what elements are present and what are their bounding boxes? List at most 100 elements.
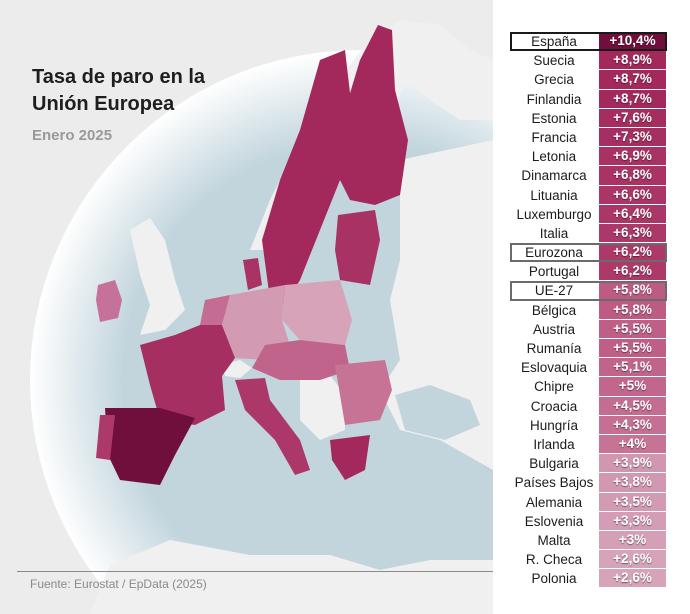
rate-value: +8,9% bbox=[599, 51, 666, 71]
table-row: Bulgaria +3,9% bbox=[510, 454, 666, 474]
germany bbox=[222, 285, 290, 360]
ireland bbox=[96, 280, 122, 322]
rate-value: +10,4% bbox=[599, 32, 666, 52]
rate-value: +5,8% bbox=[599, 281, 666, 301]
rate-value: +5,1% bbox=[599, 358, 666, 378]
table-row: Chipre +5% bbox=[510, 377, 666, 397]
country-name: Eslovaquia bbox=[520, 360, 588, 376]
rate-value: +6,2% bbox=[599, 262, 666, 282]
table-row: Irlanda +4% bbox=[510, 434, 666, 455]
table-row: UE-27 +5,8% bbox=[510, 281, 667, 301]
source-note: Fuente: Eurostat / EpData (2025) bbox=[30, 577, 207, 591]
country-name: Malta bbox=[537, 532, 571, 548]
country-name: UE-27 bbox=[534, 283, 574, 299]
country-name: Letonia bbox=[531, 149, 577, 165]
table-row: Hungría +4,3% bbox=[510, 415, 666, 435]
rate-value: +8,7% bbox=[599, 89, 666, 109]
country-name: Rumanía bbox=[526, 341, 582, 356]
country-name: Estonia bbox=[531, 110, 577, 126]
sweden bbox=[262, 50, 352, 305]
table-row: Italia +6,3% bbox=[510, 223, 666, 244]
country-name: Bulgaria bbox=[529, 456, 579, 472]
rate-value: +3% bbox=[599, 530, 666, 551]
rate-value: +6,8% bbox=[599, 166, 666, 186]
table-row: Austria +5,5% bbox=[510, 319, 666, 339]
table-row: Estonia +7,6% bbox=[510, 108, 666, 128]
rate-value: +4,5% bbox=[599, 396, 666, 416]
title-block: Tasa de paro en la Unión Europea Enero 2… bbox=[32, 64, 232, 144]
europe-map-graphic bbox=[30, 25, 493, 614]
portugal bbox=[96, 415, 115, 460]
country-name: Lituania bbox=[530, 187, 578, 203]
country-name: Portugal bbox=[528, 264, 580, 280]
country-name: Hungría bbox=[529, 417, 579, 433]
table-row: Luxemburgo +6,4% bbox=[510, 204, 666, 224]
benelux bbox=[200, 295, 230, 325]
country-name: Italia bbox=[539, 225, 569, 241]
table-row: Eslovenia +3,3% bbox=[510, 511, 666, 531]
country-name: Austria bbox=[532, 321, 576, 337]
table-row: Suecia +8,9% bbox=[510, 51, 666, 71]
spain bbox=[105, 408, 195, 485]
rate-value: +3,8% bbox=[599, 473, 666, 493]
central-europe bbox=[252, 340, 350, 380]
table-row: Lituania +6,6% bbox=[510, 185, 666, 205]
country-name: España bbox=[531, 34, 577, 49]
country-name: Grecia bbox=[534, 72, 574, 88]
table-row: Rumanía +5,5% bbox=[510, 339, 666, 359]
rate-value: +5,8% bbox=[599, 300, 666, 320]
rate-value: +4% bbox=[599, 434, 666, 455]
rate-value: +6,9% bbox=[599, 147, 666, 167]
romania-bulgaria bbox=[335, 360, 392, 425]
country-name: Suecia bbox=[533, 53, 575, 69]
country-name: Finlandia bbox=[526, 91, 582, 107]
france bbox=[140, 325, 235, 425]
table-rows: España +10,4% Suecia +8,9% Grecia +8,7% Finlan… bbox=[510, 32, 667, 589]
table-row: Francia +7,3% bbox=[510, 127, 666, 148]
country-name: Luxemburgo bbox=[516, 206, 592, 222]
country-name: Bélgica bbox=[531, 302, 577, 318]
table-row: Eurozona +6,2% bbox=[510, 243, 667, 263]
rate-value: +4,3% bbox=[599, 415, 666, 435]
table-row: España +10,4% bbox=[510, 32, 667, 52]
rate-value: +5,5% bbox=[599, 339, 666, 359]
country-name: Irlanda bbox=[533, 436, 575, 452]
greece bbox=[330, 435, 370, 480]
country-name: Eslovenia bbox=[524, 513, 584, 529]
table-row: Dinamarca +6,8% bbox=[510, 166, 666, 186]
table-row: Malta +3% bbox=[510, 530, 666, 551]
rate-value: +5,5% bbox=[599, 319, 666, 339]
rate-value: +2,6% bbox=[599, 569, 666, 589]
rate-value: +3,9% bbox=[599, 454, 666, 474]
poland bbox=[282, 280, 352, 345]
choropleth-map bbox=[0, 0, 493, 614]
uk-land bbox=[130, 218, 185, 335]
rate-value: +3,3% bbox=[599, 511, 666, 531]
table-row: Eslovaquia +5,1% bbox=[510, 358, 666, 378]
table-row: R. Checa +2,6% bbox=[510, 550, 666, 570]
rate-value: +6,2% bbox=[599, 243, 666, 263]
country-name: Francia bbox=[531, 129, 577, 145]
table-row: Alemania +3,5% bbox=[510, 492, 666, 512]
chart-subtitle: Enero 2025 bbox=[32, 127, 113, 144]
rate-value: +6,6% bbox=[599, 185, 666, 205]
country-name: Croacia bbox=[530, 398, 578, 414]
north-africa-land bbox=[90, 540, 493, 614]
chart-title: Tasa de paro en la Unión Europea bbox=[32, 66, 206, 115]
table-row: Portugal +6,2% bbox=[510, 262, 666, 282]
table-row: Letonia +6,9% bbox=[510, 147, 666, 167]
country-name: Polonia bbox=[531, 571, 577, 587]
table-row: Finlandia +8,7% bbox=[510, 89, 666, 109]
rate-value: +3,5% bbox=[599, 492, 666, 512]
country-name: Eurozona bbox=[525, 245, 583, 261]
finland bbox=[340, 25, 408, 205]
rate-value: +2,6% bbox=[599, 550, 666, 570]
ranking-table: España +10,4% Suecia +8,9% Grecia +8,7% Finlan… bbox=[493, 0, 690, 614]
country-name: R. Checa bbox=[525, 552, 583, 568]
baltics bbox=[335, 210, 380, 285]
country-name: Chipre bbox=[534, 379, 574, 395]
rate-value: +7,3% bbox=[599, 127, 666, 148]
rate-value: +6,4% bbox=[599, 204, 666, 224]
rate-value: +7,6% bbox=[599, 108, 666, 128]
table-row: Croacia +4,5% bbox=[510, 396, 666, 416]
